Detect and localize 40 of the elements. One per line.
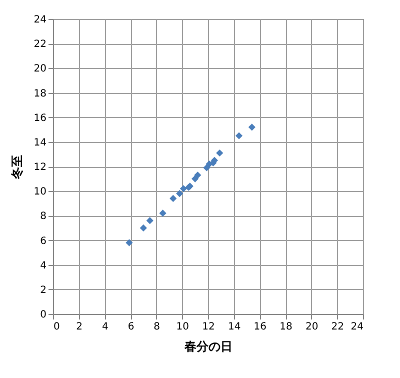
y-tick-label: 22 [34, 39, 46, 50]
x-tick-label: 14 [228, 322, 241, 332]
x-tick-label: 24 [350, 322, 364, 332]
x-tick-label: 8 [154, 322, 160, 332]
point [176, 190, 184, 198]
point [192, 175, 199, 182]
point [194, 172, 202, 179]
x-tick-label: 12 [202, 322, 215, 332]
y-tick-label: 24 [34, 14, 46, 26]
x-tick-label: 4 [102, 322, 108, 332]
point [248, 124, 256, 131]
y-tick-label: 6 [40, 236, 46, 247]
x-tick-label: 16 [254, 322, 267, 332]
y-tick-label: 18 [34, 88, 46, 100]
x-axis-title: 春分の日 [184, 340, 232, 354]
point [159, 210, 166, 217]
x-tick-label: 18 [280, 322, 292, 332]
y-tick-label: 16 [34, 112, 46, 124]
point [216, 149, 224, 157]
x-tick-label: 20 [305, 322, 318, 332]
y-tick-label: 12 [34, 162, 46, 173]
point [170, 194, 177, 202]
y-tick-label: 10 [34, 186, 46, 198]
x-tick-label: 2 [76, 322, 83, 332]
point [235, 132, 243, 140]
point [126, 239, 133, 246]
point [146, 217, 154, 224]
point [140, 224, 147, 232]
x-tick-label: 10 [176, 322, 190, 332]
y-tick-label: 14 [34, 137, 46, 148]
y-tick-label: 20 [34, 64, 46, 75]
y-axis-title: 冬至 [10, 155, 24, 180]
x-tick-label: 6 [128, 322, 134, 332]
y-tick-label: 8 [40, 211, 46, 222]
point [180, 185, 187, 192]
y-tick-label: 4 [40, 260, 46, 272]
y-tick-label: 0 [40, 310, 46, 320]
x-tick-label: 0 [54, 322, 60, 332]
x-tick-label: 22 [331, 322, 344, 332]
y-tick-label: 2 [40, 284, 46, 296]
